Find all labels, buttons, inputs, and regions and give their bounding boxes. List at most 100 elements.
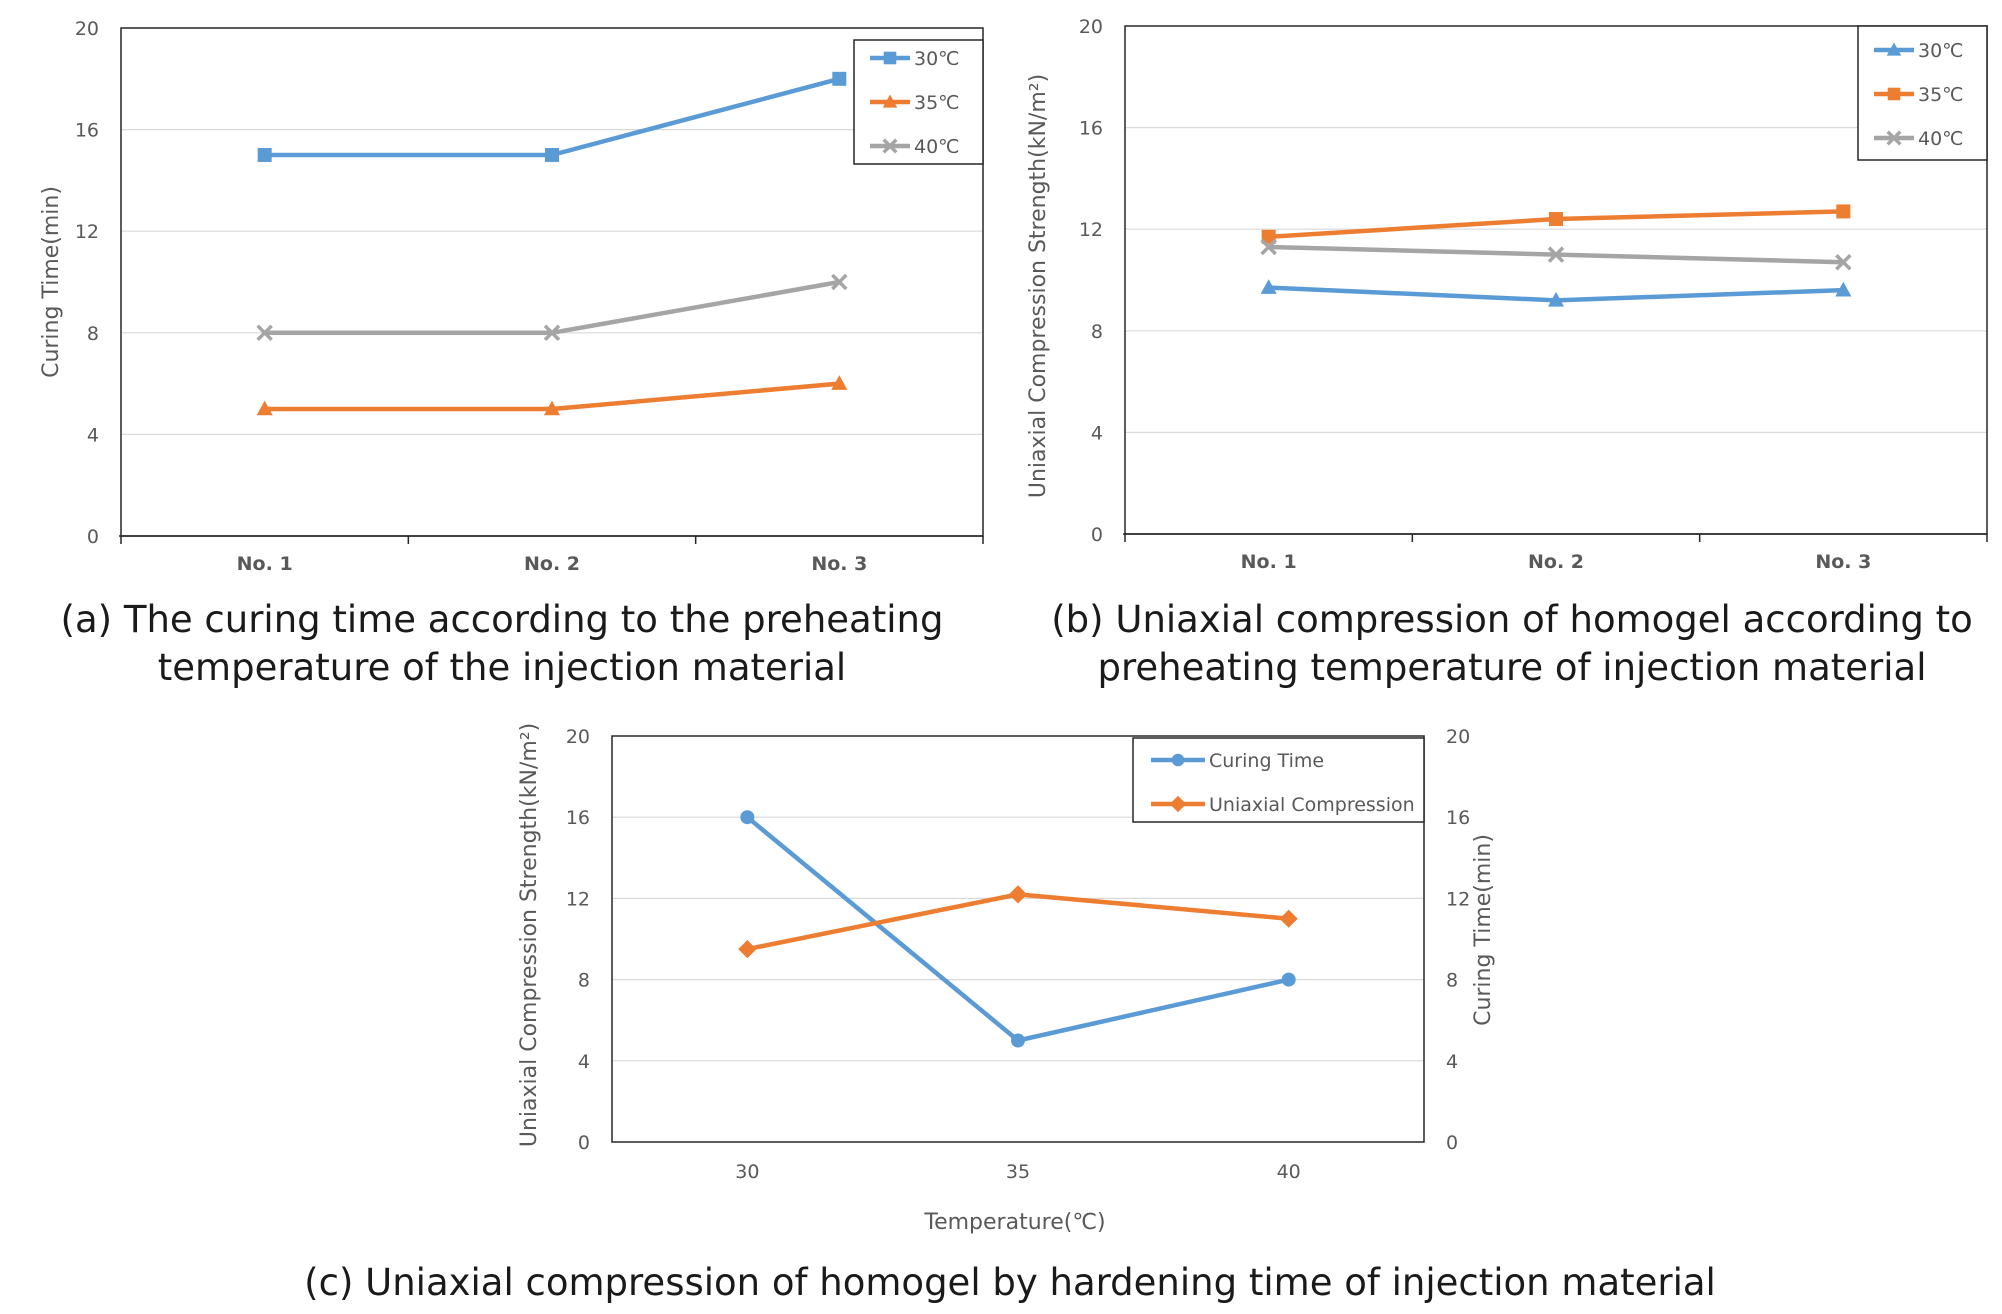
series-a [256, 71, 848, 416]
caption-c: (c) Uniaxial compression of homogel by h… [304, 1261, 1716, 1304]
legend-a: 30℃ 35℃ 40℃ [853, 39, 984, 165]
y-tick-label: 20 [75, 18, 99, 40]
x-tick-label: No. 3 [811, 553, 867, 575]
data-point [832, 71, 847, 86]
x-tick-label: No. 1 [1241, 551, 1297, 573]
legend-marker [1169, 795, 1187, 813]
y-tick-label: 20 [1079, 16, 1103, 38]
series-b [1260, 204, 1852, 307]
y-tick-label: 0 [87, 526, 99, 548]
y-tick-label: 20 [566, 726, 590, 748]
caption-b-line1: (b) Uniaxial compression of homogel acco… [1051, 598, 1973, 641]
y-tick-label-right: 0 [1446, 1132, 1458, 1154]
data-point [1279, 909, 1298, 928]
x-tick-label: 40 [1277, 1161, 1301, 1183]
data-point [1549, 212, 1563, 227]
data-point [1835, 253, 1852, 271]
data-point [831, 375, 848, 390]
y-tick-label-right: 4 [1446, 1051, 1458, 1073]
legend-c: Curing Time Uniaxial Compression [1132, 737, 1425, 823]
legend-marker [1886, 130, 1902, 146]
y-tick-label: 4 [578, 1051, 590, 1073]
y-tick-label: 4 [1091, 422, 1103, 444]
data-point [1835, 281, 1852, 297]
legend-label: 40℃ [1918, 128, 1964, 150]
y-tick-label: 16 [1079, 118, 1103, 140]
legend-marker [883, 51, 897, 65]
chart-c: 0 4 8 12 16 20 0 4 8 12 16 20 30 35 40 Uniaxial Comp… [304, 723, 1716, 1304]
data-point [1547, 246, 1565, 263]
data-point [1281, 972, 1296, 987]
y-tick-label: 8 [578, 970, 590, 992]
x-tick-label: No. 2 [1528, 551, 1584, 573]
y-tick-label-right: 12 [1446, 888, 1470, 910]
data-point [545, 148, 559, 162]
x-tick-labels-b: No. 1 No. 2 No. 3 [1241, 551, 1872, 573]
data-point [543, 400, 561, 416]
data-point [256, 324, 273, 342]
legend-label: 35℃ [1918, 84, 1964, 106]
caption-a-line2: temperature of the injection material [158, 646, 846, 689]
y-tick-label: 0 [1091, 524, 1103, 546]
y-tick-labels-a: 0 4 8 12 16 20 [75, 18, 99, 548]
data-point [738, 940, 757, 959]
grid-lines-b [1125, 126, 1987, 433]
y-tick-label-right: 16 [1446, 807, 1470, 829]
y-tick-label: 12 [566, 888, 590, 910]
data-point [831, 273, 848, 291]
data-point [1260, 279, 1277, 294]
chart-a: 0 4 8 12 16 20 No. 1 No. 2 No. 3 Curing Time(mi… [39, 18, 984, 689]
y-tick-label: 12 [1079, 219, 1103, 241]
legend-label: Curing Time [1209, 750, 1324, 772]
series-c [738, 810, 1298, 1048]
data-point [1261, 229, 1276, 244]
data-point [543, 324, 561, 342]
y-tick-label: 8 [1091, 321, 1103, 343]
y-tick-label-right: 8 [1446, 970, 1458, 992]
series-line [745, 815, 1290, 1043]
data-point [1547, 291, 1565, 307]
y-tick-label: 8 [87, 323, 99, 345]
y-axis-title-left-c: Uniaxial Compression Strength(kN/m²) [517, 723, 542, 1147]
legend-b: 30℃ 35℃ 40℃ [1857, 25, 1988, 161]
series-line [264, 279, 840, 336]
legend-label: 35℃ [914, 92, 960, 114]
y-tick-label-right: 20 [1446, 726, 1470, 748]
x-tick-label: 35 [1006, 1161, 1030, 1183]
caption-b-line2: preheating temperature of injection mate… [1098, 646, 1927, 689]
legend-marker [1886, 42, 1902, 56]
x-axis-title-c: Temperature(℃) [923, 1210, 1105, 1235]
y-axis-title-b: Uniaxial Compression Strength(kN/m²) [1026, 74, 1051, 498]
y-tick-labels-left-c: 0 4 8 12 16 20 [566, 726, 590, 1154]
x-tick-label: 30 [735, 1161, 759, 1183]
x-axis-a [119, 535, 984, 544]
x-axis-b [1123, 533, 1988, 542]
legend-marker [882, 94, 898, 108]
x-tick-label: No. 3 [1815, 551, 1871, 573]
y-tick-label: 4 [87, 424, 99, 446]
legend-marker [1887, 87, 1901, 101]
y-tick-label: 16 [566, 807, 590, 829]
series-line [264, 76, 840, 158]
legend-marker [1171, 753, 1185, 767]
legend-label: 30℃ [914, 48, 960, 70]
legend-label: 40℃ [914, 136, 960, 158]
grid-lines-a [121, 129, 983, 435]
y-tick-label: 0 [578, 1132, 590, 1154]
data-point [1008, 885, 1028, 904]
y-axis-title-a: Curing Time(min) [39, 186, 64, 378]
chart-b: 0 4 8 12 16 20 No. 1 No. 2 No. 3 Uniaxial Compr… [1026, 16, 1988, 689]
y-tick-labels-b: 0 4 8 12 16 20 [1079, 16, 1103, 546]
data-point [1260, 238, 1277, 256]
legend-label: 30℃ [1918, 40, 1964, 62]
y-tick-label: 12 [75, 221, 99, 243]
grid-lines-c [612, 816, 1424, 1062]
x-tick-labels-c: 30 35 40 [735, 1161, 1301, 1183]
data-point [257, 148, 272, 162]
data-point [1836, 204, 1851, 219]
x-tick-label: No. 1 [237, 553, 293, 575]
data-point [740, 810, 755, 825]
legend-marker [882, 138, 898, 154]
legend-label: Uniaxial Compression [1209, 794, 1415, 816]
